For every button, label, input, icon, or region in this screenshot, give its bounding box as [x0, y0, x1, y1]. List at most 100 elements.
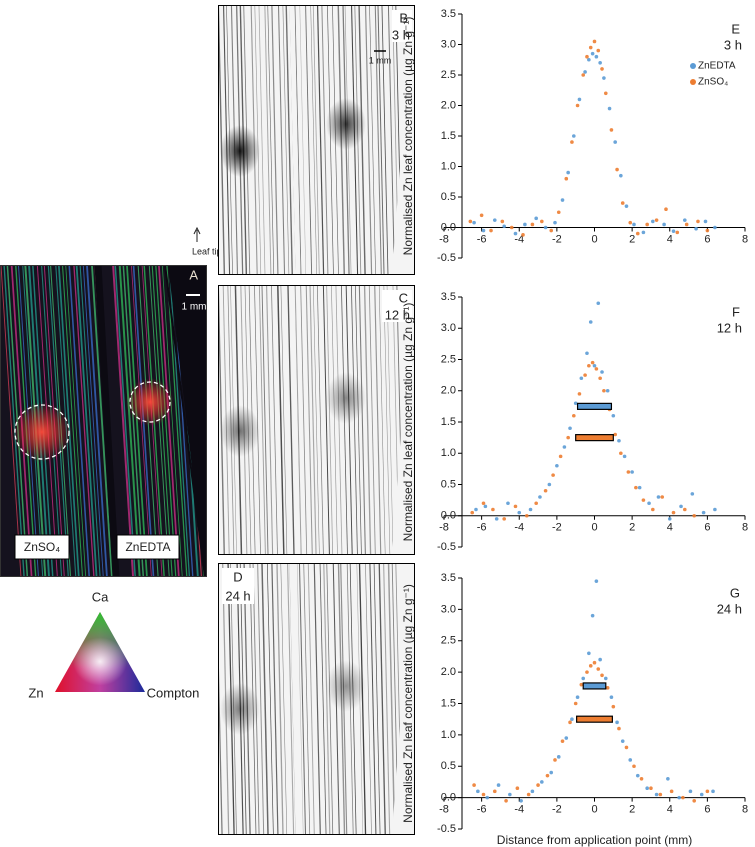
time-label: 24 h: [225, 588, 250, 603]
x-tick-label: 0: [591, 804, 597, 816]
point: [613, 140, 617, 144]
point: [558, 454, 563, 459]
point: [543, 488, 548, 493]
vein: [358, 6, 366, 274]
point: [658, 792, 663, 797]
point: [681, 795, 685, 800]
panel-label: D: [233, 569, 242, 584]
application-circle: [14, 404, 70, 460]
vein: [368, 286, 376, 554]
point: [560, 198, 565, 202]
panel-label: B: [399, 10, 408, 25]
x-tick-label: -8: [439, 804, 449, 816]
x-axis-title: Distance from application point (mm): [497, 833, 692, 847]
vein: [378, 564, 386, 834]
vein: [68, 265, 91, 577]
point: [481, 792, 486, 797]
vein: [267, 564, 274, 834]
point: [611, 704, 616, 709]
vein: [271, 6, 279, 274]
point: [628, 758, 633, 762]
point: [666, 777, 670, 781]
point: [530, 222, 535, 227]
point: [607, 106, 612, 111]
legend-label: ZnEDTA: [698, 61, 736, 72]
panel-frame: [218, 563, 415, 835]
point: [701, 510, 706, 515]
point: [654, 218, 659, 222]
point: [588, 45, 593, 50]
point: [500, 219, 505, 224]
vein: [287, 564, 295, 834]
point: [570, 717, 574, 721]
vein: [168, 265, 191, 577]
y-axis-title: Normalised Zn leaf concentration (µg Zn …: [401, 17, 415, 256]
vein: [157, 265, 180, 577]
point: [594, 367, 599, 371]
point: [641, 498, 646, 502]
vein: [373, 564, 381, 834]
point: [528, 507, 533, 512]
zn-spot: [326, 98, 366, 150]
panel-label: F: [732, 304, 740, 319]
point: [667, 517, 672, 521]
x-tick-label: -2: [552, 522, 562, 534]
point: [577, 97, 582, 102]
y-tick-label: 2.5: [441, 353, 456, 365]
zn-spot: [326, 372, 366, 424]
point: [538, 495, 542, 499]
vein: [369, 564, 377, 834]
x-tick-label: 2: [629, 804, 635, 816]
point: [575, 695, 580, 700]
point: [581, 73, 586, 77]
vein: [3, 265, 25, 577]
point: [634, 485, 638, 490]
x-tick-label: -6: [477, 233, 487, 245]
zn-map: [219, 564, 414, 834]
vein: [309, 286, 317, 554]
point: [517, 510, 522, 515]
point: [694, 226, 698, 231]
point: [547, 482, 552, 487]
vein: [86, 265, 108, 577]
legend-marker: [690, 63, 696, 69]
point: [692, 798, 697, 803]
point: [622, 454, 627, 459]
y-tick-label: 3.5: [441, 291, 456, 303]
point: [513, 231, 518, 236]
x-tick-label: 4: [667, 522, 673, 534]
y-tick-label: 3.0: [441, 322, 456, 334]
y-tick-label: -0.5: [437, 252, 456, 264]
point: [485, 795, 490, 800]
point: [519, 798, 523, 803]
vein: [271, 286, 278, 554]
vein: [305, 6, 313, 274]
point: [555, 463, 559, 468]
y-tick-label: 3.0: [441, 603, 456, 615]
vein: [317, 286, 324, 554]
vein: [277, 6, 286, 274]
point: [602, 76, 606, 80]
vein: [310, 6, 317, 274]
x-tick-label: 6: [704, 804, 710, 816]
point: [568, 720, 572, 725]
x-tick-label: 6: [704, 522, 710, 534]
vein: [261, 564, 269, 834]
point: [620, 201, 625, 205]
point: [602, 388, 606, 393]
point: [506, 501, 510, 506]
point: [632, 222, 636, 227]
scale-label: 1 mm: [182, 302, 207, 313]
panel-label: C: [399, 290, 408, 305]
vein: [277, 286, 285, 554]
point: [590, 613, 595, 618]
y-axis-title: Normalised Zn leaf concentration (µg Zn …: [401, 584, 415, 823]
vein: [303, 564, 311, 834]
time-label: 12 h: [717, 320, 742, 335]
y-tick-label: 1.5: [441, 416, 456, 428]
y-tick-label: 2.0: [441, 666, 456, 678]
vein: [321, 6, 329, 274]
vein: [386, 286, 394, 554]
point: [481, 501, 486, 506]
